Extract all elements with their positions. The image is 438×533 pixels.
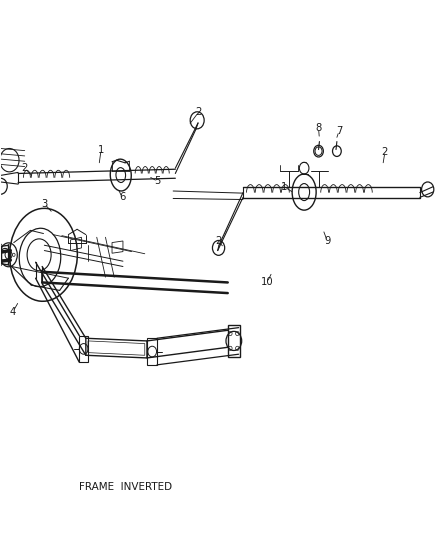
Text: 2: 2 (21, 163, 28, 173)
Text: 2: 2 (382, 147, 388, 157)
Text: 3: 3 (41, 199, 47, 209)
Text: 1: 1 (281, 182, 288, 192)
Text: 1: 1 (98, 144, 104, 155)
Text: 4: 4 (10, 306, 16, 317)
Text: 9: 9 (324, 236, 330, 246)
Text: 2: 2 (195, 107, 201, 117)
Text: 7: 7 (336, 126, 342, 136)
Text: 5: 5 (155, 176, 161, 187)
Text: FRAME  INVERTED: FRAME INVERTED (78, 482, 172, 492)
Text: 10: 10 (261, 278, 273, 287)
Text: 6: 6 (119, 192, 125, 203)
Text: 2: 2 (215, 236, 221, 246)
Text: 8: 8 (315, 123, 321, 133)
